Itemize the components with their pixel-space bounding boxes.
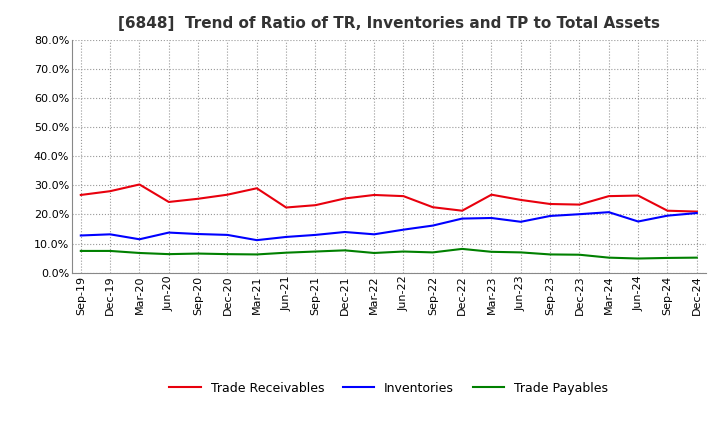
Trade Receivables (575, 202, 584, 207)
Trade Payables (76, 248, 85, 253)
Trade Payables (487, 249, 496, 254)
Inventories (693, 210, 701, 216)
Inventories (135, 237, 144, 242)
Trade Receivables (341, 196, 349, 201)
Inventories (253, 238, 261, 243)
Inventories (106, 232, 114, 237)
Trade Payables (341, 248, 349, 253)
Trade Receivables (370, 192, 379, 198)
Inventories (487, 215, 496, 220)
Inventories (516, 219, 525, 224)
Trade Receivables (487, 192, 496, 197)
Inventories (194, 231, 202, 237)
Trade Payables (106, 248, 114, 253)
Trade Payables (458, 246, 467, 252)
Inventories (605, 209, 613, 215)
Inventories (575, 212, 584, 217)
Trade Receivables (458, 208, 467, 213)
Trade Payables (634, 256, 642, 261)
Trade Payables (575, 252, 584, 257)
Inventories (546, 213, 554, 219)
Trade Receivables (164, 199, 173, 205)
Inventories (370, 232, 379, 237)
Trade Receivables (223, 192, 232, 197)
Trade Receivables (546, 202, 554, 207)
Trade Receivables (253, 186, 261, 191)
Trade Payables (693, 255, 701, 260)
Inventories (164, 230, 173, 235)
Legend: Trade Receivables, Inventories, Trade Payables: Trade Receivables, Inventories, Trade Pa… (164, 377, 613, 400)
Line: Inventories: Inventories (81, 212, 697, 240)
Inventories (428, 223, 437, 228)
Trade Payables (164, 252, 173, 257)
Trade Receivables (135, 182, 144, 187)
Trade Payables (253, 252, 261, 257)
Trade Receivables (106, 188, 114, 194)
Inventories (663, 213, 672, 218)
Trade Payables (194, 251, 202, 256)
Inventories (341, 229, 349, 235)
Trade Receivables (693, 209, 701, 214)
Inventories (282, 235, 290, 240)
Trade Payables (399, 249, 408, 254)
Trade Receivables (428, 205, 437, 210)
Trade Payables (370, 250, 379, 256)
Trade Payables (135, 250, 144, 256)
Trade Payables (605, 255, 613, 260)
Inventories (458, 216, 467, 221)
Inventories (634, 219, 642, 224)
Trade Receivables (663, 208, 672, 213)
Trade Payables (516, 250, 525, 255)
Title: [6848]  Trend of Ratio of TR, Inventories and TP to Total Assets: [6848] Trend of Ratio of TR, Inventories… (118, 16, 660, 32)
Trade Payables (546, 252, 554, 257)
Trade Receivables (634, 193, 642, 198)
Inventories (76, 233, 85, 238)
Trade Receivables (194, 196, 202, 202)
Trade Payables (311, 249, 320, 254)
Trade Payables (663, 255, 672, 260)
Trade Receivables (76, 192, 85, 198)
Trade Payables (223, 252, 232, 257)
Trade Receivables (311, 202, 320, 208)
Trade Receivables (399, 194, 408, 199)
Inventories (223, 232, 232, 238)
Trade Receivables (282, 205, 290, 210)
Trade Payables (428, 250, 437, 255)
Trade Receivables (605, 194, 613, 199)
Inventories (311, 232, 320, 238)
Trade Receivables (516, 197, 525, 202)
Line: Trade Receivables: Trade Receivables (81, 184, 697, 212)
Inventories (399, 227, 408, 232)
Trade Payables (282, 250, 290, 255)
Line: Trade Payables: Trade Payables (81, 249, 697, 259)
